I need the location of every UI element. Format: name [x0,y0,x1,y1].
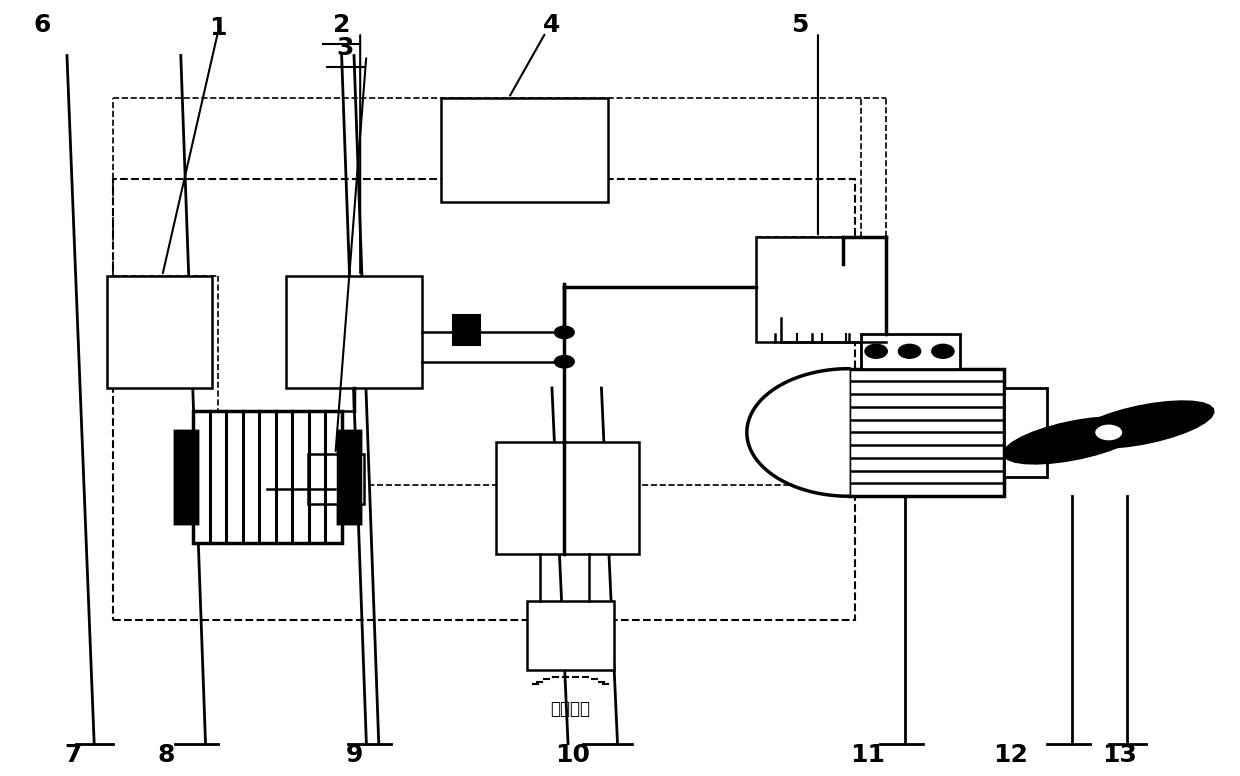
Text: 11: 11 [849,743,885,767]
Polygon shape [746,369,849,496]
Bar [309,454,363,504]
Text: 8: 8 [157,743,175,767]
Text: 9: 9 [345,743,362,767]
Bar [175,431,197,523]
Polygon shape [1073,401,1214,448]
Text: 10: 10 [556,743,590,767]
Bar [440,98,608,203]
Bar [113,179,856,620]
Circle shape [898,345,920,359]
Text: 3: 3 [336,36,355,60]
Bar [453,314,480,345]
Text: 12: 12 [993,743,1028,767]
Bar [1003,388,1047,477]
Circle shape [866,345,888,359]
Circle shape [1094,423,1123,442]
Bar [286,276,422,388]
Bar [527,601,614,670]
Bar [849,369,1003,496]
Bar [339,431,360,523]
Bar [175,431,197,523]
Circle shape [554,355,574,368]
Bar [107,276,212,388]
Text: 1: 1 [210,16,227,40]
Text: 6: 6 [33,12,51,36]
Bar [756,237,887,341]
Text: 4: 4 [543,12,560,36]
Text: 7: 7 [64,743,82,767]
Bar [339,431,360,523]
Text: 充电接口: 充电接口 [551,700,590,718]
Circle shape [931,345,954,359]
Bar [193,411,342,542]
Text: 5: 5 [791,12,808,36]
Text: 13: 13 [1102,743,1137,767]
Circle shape [554,326,574,338]
Text: 2: 2 [332,12,351,36]
Bar [496,442,639,554]
Polygon shape [1003,417,1145,464]
Bar [862,334,960,369]
